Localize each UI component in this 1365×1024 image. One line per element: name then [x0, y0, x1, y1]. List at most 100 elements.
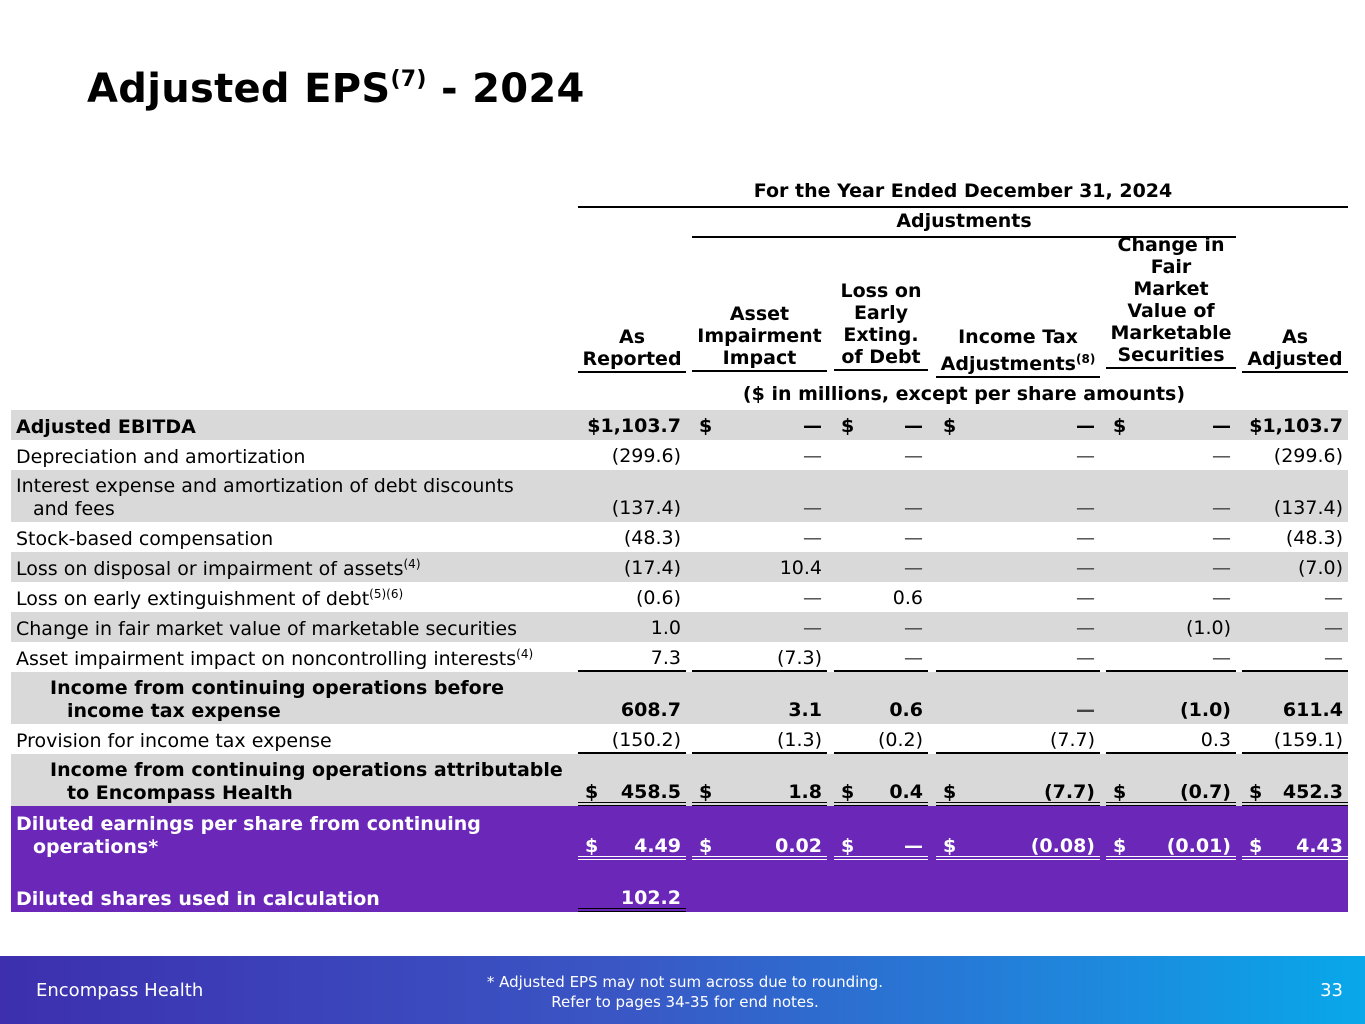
cell-value: —: [1212, 587, 1231, 609]
cell-value: 3.1: [788, 699, 822, 721]
table-row: Income from continuing operations attrib…: [11, 754, 1348, 806]
row-label: Change in fair market value of marketabl…: [16, 618, 517, 641]
cell-value: —: [904, 445, 923, 467]
currency-symbol: $: [1249, 835, 1263, 857]
cell-value: 0.3: [1200, 729, 1231, 751]
cell-value: —: [803, 497, 822, 519]
currency-symbol: $: [943, 781, 957, 803]
row-label-continuation: to Encompass Health: [67, 782, 293, 804]
units-note: ($ in millions, except per share amounts…: [742, 383, 1186, 405]
row-label-line: Stock-based compensation: [16, 528, 274, 550]
cell-value: 0.6: [892, 587, 923, 609]
col-header-line: Early: [853, 302, 909, 324]
col-header-line: of Debt: [841, 346, 921, 368]
table-cell: (150.2): [578, 726, 686, 754]
cell-value: —: [1076, 415, 1095, 437]
cell-value: —: [904, 647, 923, 669]
cell-value: (7.7): [1049, 729, 1095, 751]
cell-value: —: [803, 617, 822, 639]
table-cell: —: [834, 614, 928, 642]
cell-value: —: [904, 557, 923, 579]
cell-value: (48.3): [1285, 527, 1343, 549]
table-cell: —: [936, 524, 1100, 552]
row-label: Stock-based compensation: [16, 528, 273, 551]
cell-value: 7.3: [650, 647, 681, 669]
cell-value: $1,103.7: [587, 415, 681, 437]
table-row: Asset impairment impact on noncontrollin…: [11, 642, 1348, 672]
row-label: Loss on early extinguishment of debt(5)(…: [16, 583, 403, 611]
col-header-line: As: [1281, 326, 1308, 348]
cell-value: —: [1212, 527, 1231, 549]
table-cell: $ —: [936, 412, 1100, 440]
table-cell: (1.0): [1106, 614, 1236, 642]
cell-value: —: [1076, 699, 1095, 721]
table-cell: $ (0.08): [936, 832, 1100, 860]
row-label-line: Loss on disposal or impairment of assets…: [16, 557, 421, 580]
row-label: Income from continuing operations before…: [50, 677, 504, 723]
table-row: Loss on early extinguishment of debt(5)(…: [11, 582, 1348, 612]
table-cell: $1,103.7: [578, 412, 686, 440]
cell-value: (48.3): [623, 527, 681, 549]
company-name: Encompass Health: [36, 980, 204, 1001]
cell-value: 1.8: [788, 781, 822, 803]
row-label-continuation: income tax expense: [67, 700, 281, 722]
cell-value: (0.6): [635, 587, 681, 609]
row-label-line: Diluted earnings per share from continui…: [16, 813, 481, 835]
cell-value: —: [904, 835, 923, 857]
cell-value: (1.0): [1179, 699, 1231, 721]
table-cell: —: [1106, 524, 1236, 552]
row-label: Provision for income tax expense: [16, 730, 332, 753]
table-cell: —: [936, 696, 1100, 724]
table-row: Stock-based compensation (48.3) — — — — (48.3): [11, 522, 1348, 552]
cell-value: (150.2): [611, 729, 681, 751]
table-cell: $0.4: [834, 778, 928, 806]
cell-value: (137.4): [1273, 497, 1343, 519]
table-cell: —: [692, 584, 827, 612]
row-label-footnote: (4): [516, 647, 534, 661]
currency-symbol: $: [699, 415, 713, 437]
col-header-line: Market: [1133, 278, 1209, 300]
table-cell: 1.0: [578, 614, 686, 642]
table-cell: —: [1106, 442, 1236, 470]
table-cell: $4.43: [1242, 832, 1348, 860]
cell-value: (7.0): [1297, 557, 1343, 579]
cell-value: —: [1076, 587, 1095, 609]
col-header-footnote: (8): [1076, 352, 1096, 366]
currency-symbol: $: [1113, 835, 1127, 857]
table-cell: (7.3): [692, 644, 827, 672]
table-cell: —: [936, 644, 1100, 672]
cell-value: —: [1212, 647, 1231, 669]
table-row: Diluted earnings per share from continui…: [11, 806, 1348, 860]
row-label-line: Income from continuing operations before: [50, 677, 504, 699]
currency-symbol: $: [841, 781, 855, 803]
currency-symbol: $: [699, 781, 713, 803]
col-header-line: Value of: [1127, 300, 1215, 322]
table-cell: 10.4: [692, 554, 827, 582]
table-cell: (17.4): [578, 554, 686, 582]
table-cell: —: [936, 584, 1100, 612]
table-cell: $ —: [834, 832, 928, 860]
cell-value: (17.4): [623, 557, 681, 579]
table-row: Provision for income tax expense (150.2) (…: [11, 724, 1348, 754]
currency-symbol: $: [841, 835, 855, 857]
table-cell: —: [834, 442, 928, 470]
row-label: Depreciation and amortization: [16, 446, 305, 469]
col-header-line: Adjusted: [1247, 348, 1343, 370]
table-cell: —: [692, 614, 827, 642]
cell-value: —: [803, 587, 822, 609]
currency-symbol: $: [585, 781, 599, 803]
table-cell: $ (0.7): [1106, 778, 1236, 806]
page-title: Adjusted EPS(7) - 2024: [87, 66, 585, 112]
table-cell: (0.6): [578, 584, 686, 612]
table-cell: $0.02: [692, 832, 827, 860]
row-label-continuation: and fees: [33, 498, 115, 520]
cell-value: 0.6: [889, 699, 923, 721]
cell-value: —: [803, 445, 822, 467]
row-label-line: Interest expense and amortization of deb…: [16, 475, 514, 497]
table-cell: —: [1106, 584, 1236, 612]
row-label-line: Asset impairment impact on noncontrollin…: [16, 647, 534, 670]
col-header-asset-impairment: Asset Impairment Impact: [692, 303, 827, 372]
col-header-marketable-securities: Change in Fair Market Value of Marketable Sec…: [1106, 234, 1236, 369]
cell-value: —: [1324, 617, 1343, 639]
row-label-footnote: (5)(6): [369, 587, 404, 601]
